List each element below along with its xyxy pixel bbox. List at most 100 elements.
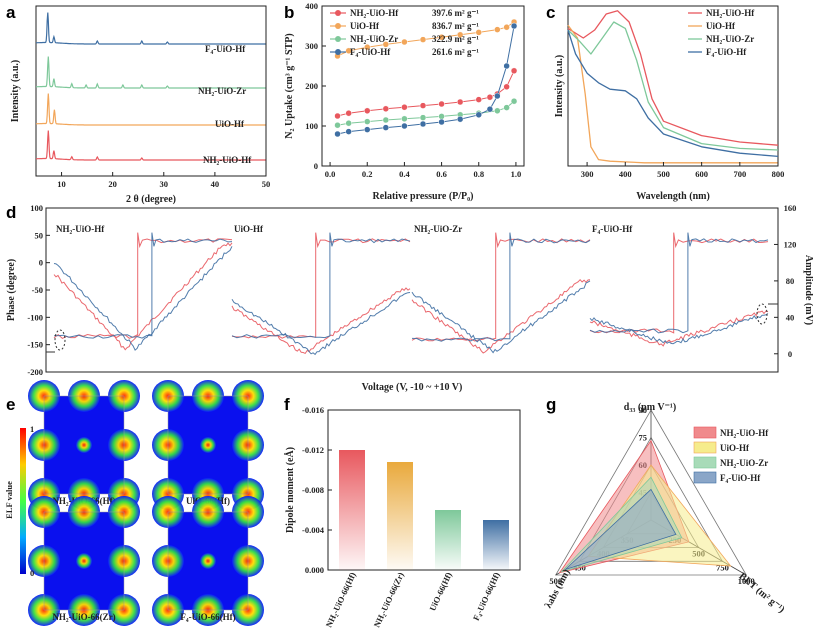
panel-e-elf: NH₂-UiO-66(Hf)UiO-66(Hf) NH₂-UiO-66(Zr) F₄… xyxy=(4,380,264,626)
panel-d-xlabel: Voltage (V, -10 ~ +10 V) xyxy=(362,382,463,393)
c-xtick-label: 700 xyxy=(733,169,746,179)
isotherm-point xyxy=(334,112,341,120)
radar-tick-label: 750 xyxy=(716,562,729,572)
elf-border xyxy=(167,511,249,611)
d-ytick-label: -150 xyxy=(27,340,43,350)
panel-d-ylabel: Phase (degree) xyxy=(6,259,17,321)
isotherm-point xyxy=(363,107,371,115)
isotherm-point xyxy=(345,128,352,135)
c-xtick-label: 600 xyxy=(695,169,708,179)
c-xtick-label: 400 xyxy=(619,169,632,179)
d-y2tick-label: 80 xyxy=(786,276,795,286)
isotherm-point xyxy=(419,102,427,109)
panel-label-g: g xyxy=(546,395,556,414)
pfm-label-f4-uio-hf: F₄-UiO-Hf xyxy=(592,224,633,234)
d-ytick-label: -50 xyxy=(32,285,43,295)
isotherm-point xyxy=(345,119,352,127)
a-xtick-label: 10 xyxy=(57,179,66,189)
panel-label-a: a xyxy=(6,3,16,22)
b-xtick-label: 0.4 xyxy=(399,169,410,179)
b-xtick-label: 0.6 xyxy=(436,169,447,179)
xrd-line-nh2-uio-hf xyxy=(36,130,266,161)
b-legend-label: F₄-UiO-Hf xyxy=(350,47,391,57)
isotherm-point xyxy=(438,100,445,108)
panel-a-xrd: 10 20 30 40 50 F₄-UiO-Hf NH₂-UiO-Zr UiO-Hf N… xyxy=(10,5,271,205)
b-legend-marker xyxy=(335,23,341,29)
panel-c-frame xyxy=(567,5,779,167)
b-legend-label: NH₂-UiO-Zr xyxy=(350,34,398,44)
elf-border xyxy=(43,511,125,611)
isotherm-point xyxy=(486,105,494,113)
radar-legend-swatch xyxy=(693,456,717,469)
uvvis-line-nh2-uio-hf xyxy=(567,10,779,146)
isotherm-point xyxy=(475,29,483,36)
isotherm-point xyxy=(494,26,501,33)
pfm-label-uio-hf: UiO-Hf xyxy=(234,224,264,234)
elf-map-nh2-uio-66-zr: NH₂-UiO-66(Zr) xyxy=(28,496,140,626)
pfm-amplitude-red xyxy=(231,287,411,355)
panel-b-xlabel: Relative pressure (P/P₀) xyxy=(373,191,474,202)
panel-c-uvvis: 300 400 500 600 700 800 NH₂-UiO-Hf UiO-Hf NH₂-U… xyxy=(554,5,784,202)
dipole-category-label: NH₂-UiO-66(Hf) xyxy=(324,570,358,628)
isotherm-point xyxy=(503,104,510,111)
pfm-phase-blue xyxy=(53,232,233,339)
isotherm-point xyxy=(419,120,427,128)
radar-axis-label-bet: BET (m² g⁻¹) xyxy=(737,571,787,615)
isotherm-point xyxy=(510,97,518,105)
pfm-amplitude-blue xyxy=(231,292,411,356)
legend-f4-uio-hf-a: F₄-UiO-Hf xyxy=(205,44,246,54)
b-ytick-label: 300 xyxy=(305,41,318,51)
b-legend-marker xyxy=(335,10,341,16)
b-ytick-label: 200 xyxy=(305,81,318,91)
radar-tick-label: 500 xyxy=(549,576,562,586)
d-ytick-label: -100 xyxy=(27,312,43,322)
c-legend-label: NH₂-UiO-Hf xyxy=(706,8,755,18)
elf-map-f4-uio-66-hf: F₄-UiO-66(Hf) xyxy=(152,496,264,626)
pfm-phase-blue xyxy=(231,232,411,339)
b-legend-bet: 261.6 m² g⁻¹ xyxy=(432,47,479,57)
elf-colorbar-max: 1 xyxy=(30,424,34,434)
panel-a-ylabel: Intensity (a.u.) xyxy=(10,60,21,123)
panel-d-frame xyxy=(45,207,779,373)
elf-lobe xyxy=(200,553,216,569)
pfm-phase-red xyxy=(231,232,411,339)
dipole-category-label: F₄-UiO-66(Hf) xyxy=(471,570,502,622)
isotherm-point xyxy=(382,41,390,48)
isotherm-point xyxy=(510,67,518,75)
b-xtick-label: 0.0 xyxy=(325,169,336,179)
panel-label-c: c xyxy=(546,3,555,22)
f-ytick-label: -0.004 xyxy=(302,525,325,535)
radar-tick-label: 90 xyxy=(639,405,648,415)
phase-axis-marker xyxy=(54,329,66,351)
b-legend-label: NH₂-UiO-Hf xyxy=(350,8,399,18)
isotherm-point xyxy=(334,121,341,129)
isotherm-point xyxy=(401,38,408,46)
b-legend-marker xyxy=(335,36,341,42)
isotherm-point xyxy=(363,118,371,125)
panel-c-xlabel: Wavelength (nm) xyxy=(636,191,710,202)
radar-legend-swatch xyxy=(693,471,717,484)
radar-tick-label: 1000 xyxy=(738,576,755,586)
elf-border xyxy=(43,395,125,495)
uvvis-line-nh2-uio-zr xyxy=(567,21,779,151)
elf-lobe xyxy=(76,437,92,453)
isotherm-point xyxy=(503,83,510,91)
b-legend-bet: 836.7 m² g⁻¹ xyxy=(432,21,479,31)
f-ytick-label: 0.000 xyxy=(305,565,324,575)
panel-d-pfm: NH₂-UiO-Hf UiO-Hf NH₂-UiO-Zr F₄-UiO-Hf 100 5… xyxy=(6,203,813,393)
b-legend-bet: 397.6 m² g⁻¹ xyxy=(432,8,479,18)
d-ytick-label: 0 xyxy=(39,258,43,268)
legend-uio-hf-a: UiO-Hf xyxy=(215,119,245,129)
isotherm-point xyxy=(503,23,510,31)
isotherm-point xyxy=(503,62,510,70)
b-ytick-label: 0 xyxy=(314,161,318,171)
isotherm-point xyxy=(419,114,427,121)
b-ytick-label: 400 xyxy=(305,1,318,11)
pfm-amplitude-blue xyxy=(53,246,233,351)
b-xtick-label: 1.0 xyxy=(511,169,522,179)
a-xtick-label: 50 xyxy=(262,179,271,189)
dipole-category-label: NH₂-UiO-66(Zr) xyxy=(372,570,406,628)
c-legend-label: NH₂-UiO-Zr xyxy=(706,34,754,44)
isotherm-point xyxy=(475,96,483,103)
d-y2tick-label: 120 xyxy=(784,239,797,249)
